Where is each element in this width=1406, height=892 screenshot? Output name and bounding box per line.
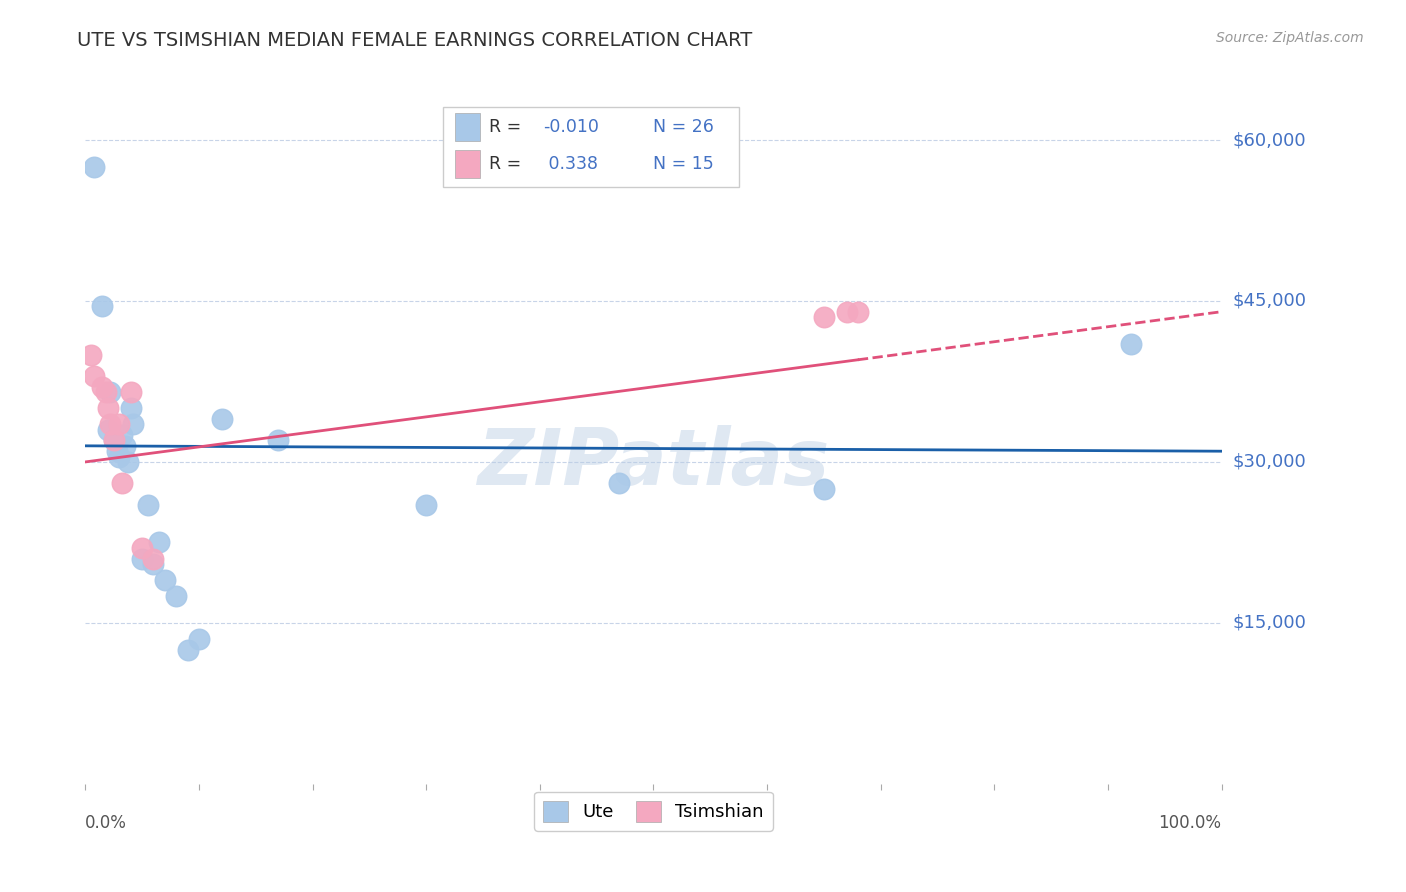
Point bbox=[415, 498, 437, 512]
Point bbox=[98, 385, 121, 400]
Point bbox=[835, 304, 858, 318]
Text: $45,000: $45,000 bbox=[1233, 292, 1306, 310]
Text: 0.0%: 0.0% bbox=[86, 814, 127, 832]
Point bbox=[122, 417, 145, 432]
Point bbox=[131, 551, 153, 566]
Point bbox=[97, 423, 120, 437]
Point bbox=[108, 417, 131, 432]
Point bbox=[120, 401, 142, 416]
FancyBboxPatch shape bbox=[454, 113, 479, 141]
Point bbox=[103, 434, 125, 448]
Text: Source: ZipAtlas.com: Source: ZipAtlas.com bbox=[1216, 31, 1364, 45]
Point bbox=[142, 557, 165, 571]
Text: -0.010: -0.010 bbox=[543, 118, 599, 136]
Point bbox=[98, 417, 121, 432]
Text: ZIPatlas: ZIPatlas bbox=[477, 425, 830, 501]
Legend: Ute, Tsimshian: Ute, Tsimshian bbox=[534, 792, 773, 830]
Point bbox=[114, 439, 136, 453]
Text: R =: R = bbox=[489, 155, 526, 173]
Point bbox=[211, 412, 233, 426]
Text: $15,000: $15,000 bbox=[1233, 614, 1306, 632]
Point bbox=[103, 434, 125, 448]
Point bbox=[148, 535, 170, 549]
Point bbox=[94, 385, 117, 400]
Point bbox=[120, 385, 142, 400]
Point bbox=[187, 632, 209, 646]
FancyBboxPatch shape bbox=[443, 107, 738, 187]
Point bbox=[105, 444, 128, 458]
Point bbox=[80, 348, 103, 362]
Text: 100.0%: 100.0% bbox=[1159, 814, 1222, 832]
Point bbox=[111, 428, 134, 442]
Text: UTE VS TSIMSHIAN MEDIAN FEMALE EARNINGS CORRELATION CHART: UTE VS TSIMSHIAN MEDIAN FEMALE EARNINGS … bbox=[77, 31, 752, 50]
Point bbox=[91, 380, 114, 394]
Text: N = 15: N = 15 bbox=[654, 155, 714, 173]
Text: 0.338: 0.338 bbox=[543, 155, 598, 173]
Text: N = 26: N = 26 bbox=[654, 118, 714, 136]
Point bbox=[813, 482, 835, 496]
Point bbox=[153, 573, 176, 587]
Point bbox=[607, 476, 630, 491]
Point bbox=[176, 642, 198, 657]
Point bbox=[131, 541, 153, 555]
Point bbox=[111, 476, 134, 491]
Point bbox=[142, 551, 165, 566]
Point bbox=[1119, 337, 1142, 351]
Point bbox=[846, 304, 869, 318]
Point bbox=[136, 498, 159, 512]
Point bbox=[165, 589, 187, 603]
Point bbox=[83, 160, 105, 174]
Text: $60,000: $60,000 bbox=[1233, 131, 1306, 149]
Point bbox=[108, 450, 131, 464]
Point bbox=[267, 434, 290, 448]
Point bbox=[83, 369, 105, 384]
Point bbox=[97, 401, 120, 416]
Text: R =: R = bbox=[489, 118, 526, 136]
Text: $30,000: $30,000 bbox=[1233, 453, 1306, 471]
FancyBboxPatch shape bbox=[454, 150, 479, 178]
Point bbox=[91, 299, 114, 313]
Point bbox=[813, 310, 835, 324]
Point bbox=[117, 455, 139, 469]
